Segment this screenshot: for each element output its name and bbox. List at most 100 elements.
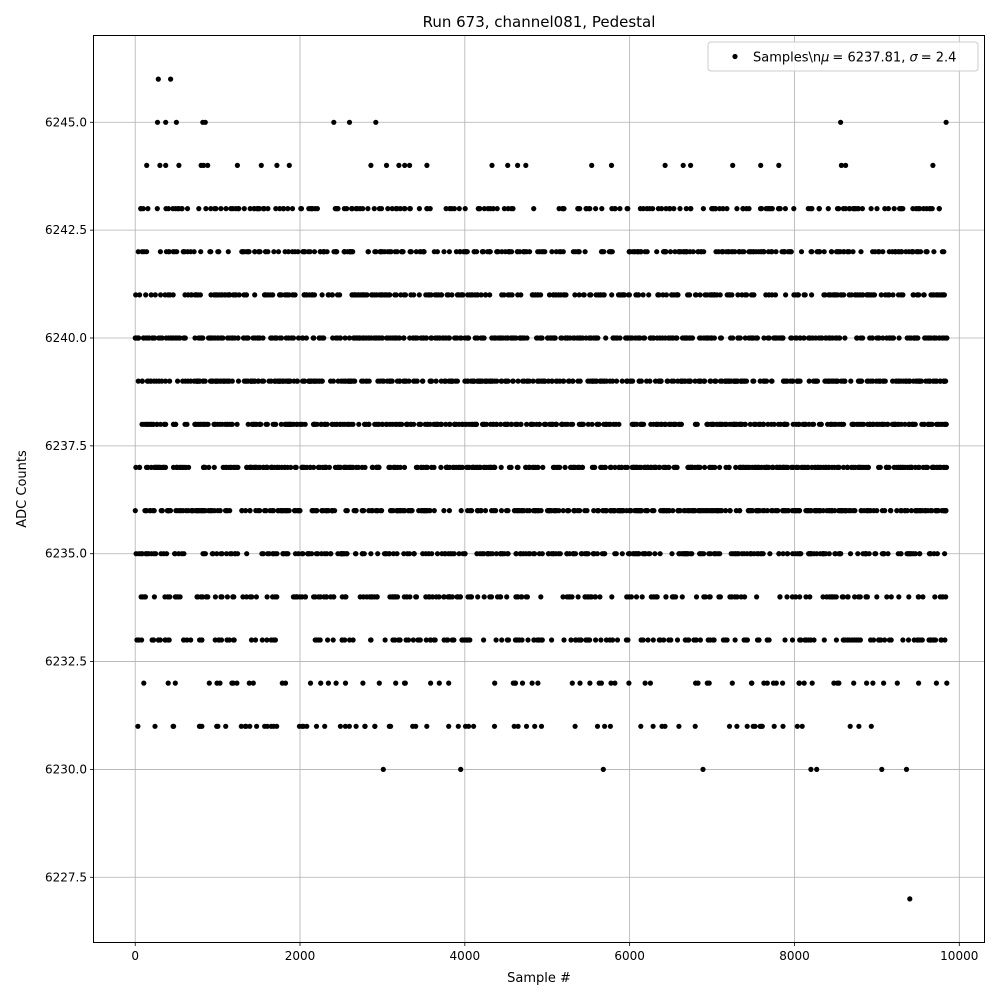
data-point <box>825 206 831 212</box>
data-point <box>215 249 221 255</box>
data-point <box>295 508 301 514</box>
data-point <box>870 421 876 427</box>
data-point <box>469 508 475 514</box>
data-point <box>619 464 625 470</box>
data-point <box>158 551 164 557</box>
data-point <box>575 378 581 384</box>
data-point <box>292 249 298 255</box>
data-point <box>602 723 608 729</box>
data-point <box>688 162 694 168</box>
data-point <box>498 421 504 427</box>
data-point <box>904 378 910 384</box>
data-point <box>493 508 499 514</box>
data-point <box>751 551 757 557</box>
data-point <box>302 378 308 384</box>
data-point <box>373 249 379 255</box>
data-point <box>416 206 422 212</box>
data-point <box>794 508 801 514</box>
data-point <box>530 508 537 514</box>
data-point <box>799 723 805 729</box>
data-point <box>608 249 614 255</box>
data-point <box>688 206 694 212</box>
data-point <box>166 249 172 255</box>
data-point <box>808 637 814 643</box>
data-point <box>410 637 416 643</box>
data-point <box>670 508 676 514</box>
data-point <box>321 249 327 255</box>
data-point <box>489 551 495 557</box>
data-point <box>413 594 419 600</box>
data-point <box>673 464 679 470</box>
data-point <box>207 249 213 255</box>
data-point <box>657 551 663 557</box>
data-point <box>333 680 339 686</box>
data-point <box>530 378 536 384</box>
data-point <box>828 292 834 298</box>
data-point <box>732 249 738 255</box>
data-point <box>264 464 270 470</box>
data-point <box>270 292 276 298</box>
data-point <box>653 594 659 600</box>
data-point <box>508 206 515 212</box>
data-point <box>289 206 296 212</box>
data-point <box>256 206 262 212</box>
data-point <box>400 378 407 384</box>
data-point <box>191 249 197 255</box>
data-point <box>319 378 325 384</box>
data-point <box>369 508 376 514</box>
data-point <box>664 378 670 384</box>
data-point <box>456 206 462 212</box>
data-point <box>700 766 706 773</box>
data-point <box>905 551 911 557</box>
data-point <box>884 335 890 341</box>
data-point <box>418 335 424 341</box>
data-point <box>289 421 295 427</box>
data-point <box>505 551 511 557</box>
data-point <box>168 76 174 82</box>
data-point <box>723 508 729 514</box>
data-point <box>446 249 452 255</box>
data-point <box>797 335 803 341</box>
data-point <box>567 594 573 600</box>
data-point <box>330 637 336 643</box>
data-point <box>318 421 324 427</box>
data-point <box>241 206 247 212</box>
data-point <box>689 335 696 341</box>
data-point <box>598 680 605 686</box>
data-point <box>514 594 520 600</box>
data-point <box>272 421 278 427</box>
data-point <box>759 464 765 470</box>
data-point <box>919 637 925 643</box>
data-point <box>805 464 811 470</box>
data-point <box>634 551 641 557</box>
data-point <box>780 680 786 686</box>
data-point <box>299 464 305 470</box>
data-point <box>257 508 263 514</box>
data-point <box>504 594 510 600</box>
data-point <box>244 551 250 557</box>
data-point <box>152 292 158 298</box>
data-point <box>151 378 157 384</box>
data-point <box>189 508 195 514</box>
data-point <box>351 508 357 514</box>
data-point <box>885 206 892 212</box>
data-point <box>655 206 662 212</box>
data-point <box>272 464 278 470</box>
data-point <box>436 594 442 600</box>
data-point <box>227 551 233 557</box>
data-point <box>626 292 633 298</box>
data-point <box>371 206 377 212</box>
data-point <box>915 249 921 255</box>
data-point <box>636 249 642 255</box>
data-point <box>288 464 294 470</box>
data-point <box>180 378 186 384</box>
data-point <box>584 508 590 514</box>
data-point <box>366 508 372 514</box>
data-point <box>243 594 250 600</box>
data-point <box>626 249 632 255</box>
data-point <box>199 637 205 643</box>
data-point <box>353 551 359 557</box>
data-point <box>449 551 455 557</box>
data-point <box>794 464 800 470</box>
data-point <box>711 637 717 643</box>
